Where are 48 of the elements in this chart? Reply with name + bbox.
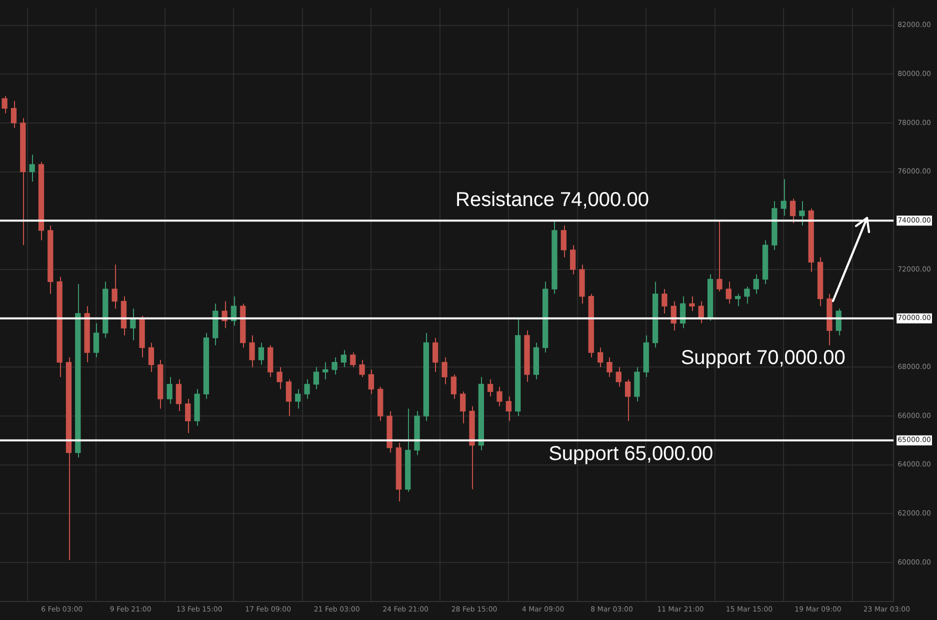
candlestick [148, 342, 154, 373]
candlestick [249, 334, 255, 368]
candlestick [570, 244, 576, 275]
candlestick [185, 398, 191, 434]
candlestick [799, 200, 805, 226]
candlestick [442, 356, 448, 385]
candlestick [359, 359, 365, 378]
candlestick [450, 374, 457, 400]
candlestick [258, 342, 264, 366]
ref-line-label: Support 70,000.00 [680, 346, 846, 369]
candlestick [340, 350, 347, 368]
candlestick [624, 378, 631, 422]
ref-line-label: Support 65,000.00 [548, 442, 714, 465]
candlestick [460, 391, 466, 424]
candlestick [716, 220, 722, 292]
ref-line-label: Resistance 74,000.00 [456, 189, 649, 212]
candlestick [496, 386, 502, 407]
candlestick [93, 322, 100, 358]
candlestick [368, 369, 374, 395]
candlestick [780, 178, 786, 216]
candlestick [432, 337, 438, 373]
candlestick [112, 264, 118, 310]
candlestick [2, 96, 8, 114]
candlestick [790, 198, 796, 224]
candlestick [488, 378, 494, 397]
candlestick [295, 388, 301, 410]
candlestick [10, 100, 17, 128]
candlestick [597, 347, 604, 368]
candlestick [560, 225, 566, 258]
candlestick [606, 356, 612, 378]
candlestick [276, 366, 282, 390]
candlestick [29, 154, 35, 182]
candlestick [689, 296, 695, 312]
candlestick [726, 281, 732, 304]
candlestick [286, 378, 292, 417]
candlestick [313, 366, 320, 390]
candlestick [616, 366, 622, 388]
candlestick [744, 286, 750, 304]
candlestick [506, 396, 512, 422]
candlestick [166, 376, 172, 404]
candlestick [304, 378, 310, 400]
candlestick [662, 288, 668, 314]
candlestick [322, 362, 328, 380]
candlestick [753, 274, 759, 294]
candlestick [176, 378, 182, 412]
candlestick [332, 356, 338, 375]
candlestick [734, 293, 741, 307]
candlestick [350, 352, 356, 368]
